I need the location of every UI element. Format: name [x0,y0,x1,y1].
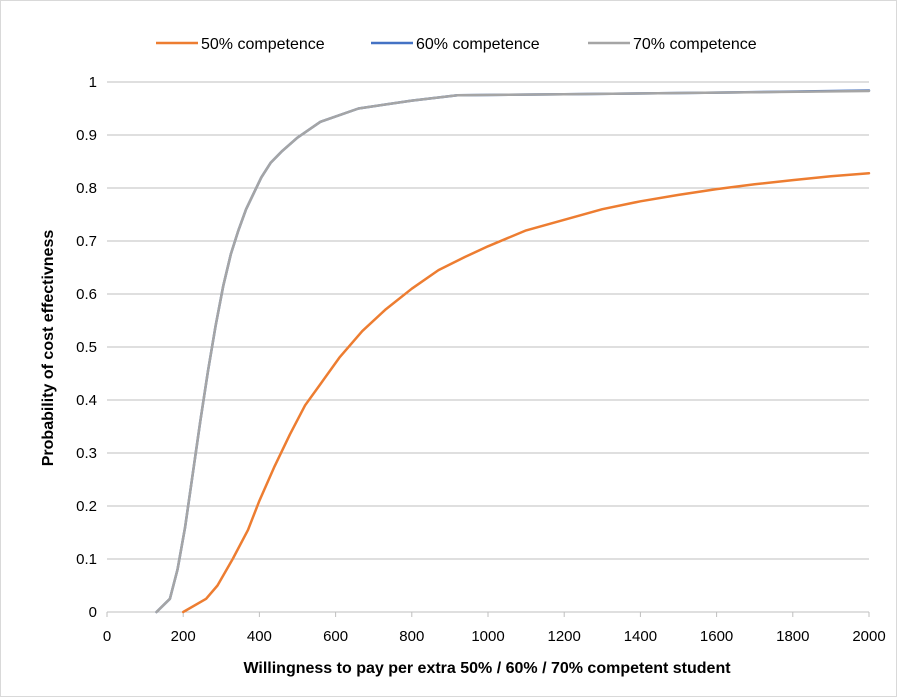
series-line-2 [155,89,871,614]
x-tick-label: 400 [247,628,272,645]
x-tick-label: 600 [323,628,348,645]
legend: 50% competence 60% competence 70% competen… [156,36,757,53]
y-tick-label: 0.9 [76,127,97,144]
y-tick-label: 0.7 [76,233,97,250]
legend-label: 60% competence [416,36,540,53]
x-tick-label: 1000 [471,628,504,645]
gridlines [107,81,869,560]
x-tick-label: 1200 [548,628,581,645]
x-tick-label: 1400 [624,628,657,645]
series-lines [155,89,871,614]
y-tick-label: 0 [89,604,97,621]
y-tick-label: 0.6 [76,286,97,303]
series-line-3 [155,89,871,614]
x-tick-label: 200 [171,628,196,645]
x-tick-label: 1600 [700,628,733,645]
x-tick-label: 1800 [776,628,809,645]
axes: 0 0.1 0.2 0.3 0.4 0.5 0.6 0.7 0.8 0.9 1 0 200 400 600 8… [76,74,886,645]
x-axis-title: Willingness to pay per extra 50% / 60% /… [243,660,731,677]
y-tick-label: 0.8 [76,180,97,197]
y-tick-label: 0.3 [76,445,97,462]
x-tick-label: 800 [399,628,424,645]
legend-label: 70% competence [633,36,757,53]
y-tick-label: 0.1 [76,551,97,568]
y-tick-label: 0.4 [76,392,97,409]
y-tick-label: 1 [89,74,97,91]
legend-label: 50% competence [201,36,325,53]
y-axis-title: Probability of cost effectivness [40,230,57,467]
x-tick-label: 0 [103,628,111,645]
series-line-1 [181,171,871,614]
y-tick-label: 0.5 [76,339,97,356]
y-tick-label: 0.2 [76,498,97,515]
x-tick-label: 2000 [852,628,885,645]
